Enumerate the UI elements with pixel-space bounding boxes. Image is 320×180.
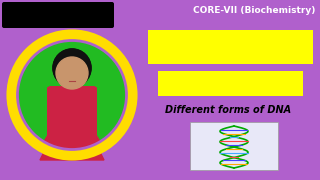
Circle shape bbox=[18, 41, 126, 149]
FancyBboxPatch shape bbox=[158, 71, 303, 96]
FancyBboxPatch shape bbox=[2, 2, 114, 28]
Text: A,B,C,D,E,Z DNA: A,B,C,D,E,Z DNA bbox=[175, 78, 285, 91]
Polygon shape bbox=[40, 148, 104, 160]
FancyBboxPatch shape bbox=[148, 30, 313, 64]
FancyBboxPatch shape bbox=[48, 86, 96, 140]
Circle shape bbox=[53, 49, 91, 87]
FancyBboxPatch shape bbox=[47, 87, 97, 151]
Circle shape bbox=[12, 35, 132, 155]
Polygon shape bbox=[40, 135, 104, 148]
Text: B.SC 3RD YEAR: B.SC 3RD YEAR bbox=[16, 10, 100, 20]
Circle shape bbox=[53, 49, 91, 87]
Text: Different forms of DNA: Different forms of DNA bbox=[165, 105, 291, 115]
Circle shape bbox=[56, 57, 88, 89]
Circle shape bbox=[56, 56, 88, 88]
Text: CORE-VII (Biochemistry): CORE-VII (Biochemistry) bbox=[193, 6, 315, 15]
Circle shape bbox=[18, 41, 126, 149]
FancyBboxPatch shape bbox=[190, 122, 278, 170]
Text: TYPES OF DNA: TYPES OF DNA bbox=[173, 40, 287, 54]
